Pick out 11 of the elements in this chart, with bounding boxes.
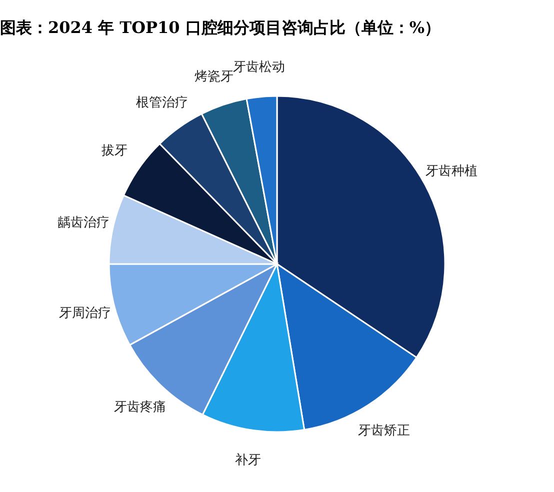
slice-label: 补牙 bbox=[234, 452, 261, 468]
slice-label: 拔牙 bbox=[102, 144, 128, 159]
slice-label: 牙周治疗 bbox=[59, 306, 112, 322]
slice-label: 牙齿松动 bbox=[232, 60, 285, 75]
slice-label: 根管治疗 bbox=[136, 96, 188, 111]
slice-label: 烤瓷牙 bbox=[194, 69, 234, 84]
slice-label: 牙齿种植 bbox=[426, 164, 478, 179]
slice-label: 牙齿矫正 bbox=[358, 424, 410, 439]
chart-title: 图表：2024 年 TOP10 口腔细分项目咨询占比（单位：%） bbox=[0, 18, 441, 37]
slice-label: 牙齿疼痛 bbox=[114, 400, 166, 416]
slice-label: 龋齿治疗 bbox=[57, 216, 110, 231]
